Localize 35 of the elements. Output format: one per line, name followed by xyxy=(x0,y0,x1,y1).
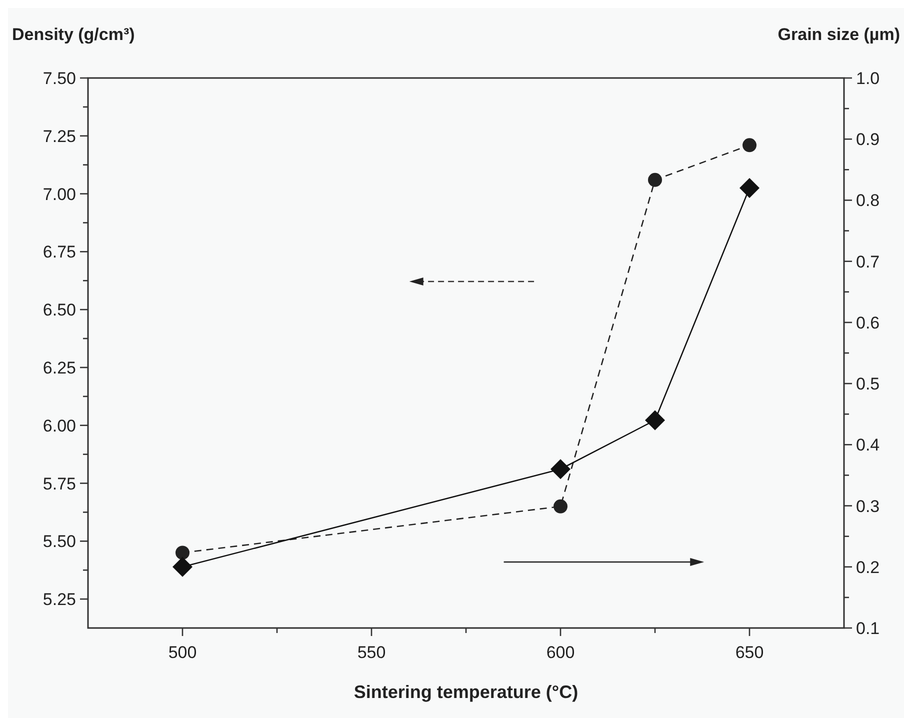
point xyxy=(176,546,190,560)
y-tick-label: 6.00 xyxy=(42,416,76,436)
x-tick-label: 650 xyxy=(735,643,764,662)
y-tick-label: 6.75 xyxy=(42,242,76,262)
y-tick-label: 5.25 xyxy=(42,590,76,610)
y-tick-label: 6.25 xyxy=(42,358,76,378)
y2-tick-label: 0.6 xyxy=(856,313,880,332)
y2-tick-label: 1.0 xyxy=(856,69,880,88)
x-axis-title: Sintering temperature (°C) xyxy=(354,682,578,702)
x-tick-label: 500 xyxy=(168,643,197,662)
y2-tick-label: 0.9 xyxy=(856,130,880,150)
y2-tick-label: 0.3 xyxy=(856,496,880,516)
y2-tick-label: 0.8 xyxy=(856,191,880,210)
y2-axis-title: Grain size (µm) xyxy=(778,25,900,44)
y-tick-label: 5.50 xyxy=(42,532,76,552)
point xyxy=(742,138,756,152)
y-tick-label: 5.75 xyxy=(42,474,76,494)
point xyxy=(550,459,570,480)
y2-tick-label: 0.4 xyxy=(856,436,880,455)
x-tick-label: 550 xyxy=(357,643,386,662)
y-axis-title: Density (g/cm³) xyxy=(12,25,135,44)
y-tick-label: 6.50 xyxy=(42,300,76,320)
y2-tick-label: 0.5 xyxy=(856,374,880,394)
point xyxy=(740,178,760,198)
point xyxy=(645,410,665,430)
point xyxy=(648,172,662,187)
y-tick-label: 7.25 xyxy=(42,126,76,146)
point xyxy=(172,556,192,577)
y2-tick-label: 0.2 xyxy=(856,558,880,577)
y-tick-label: 7.50 xyxy=(42,69,76,88)
x-tick-label: 600 xyxy=(546,643,575,662)
point xyxy=(554,499,568,514)
y-tick-label: 7.00 xyxy=(42,184,76,204)
y2-tick-label: 0.1 xyxy=(856,619,880,638)
y2-tick-label: 0.7 xyxy=(856,252,880,272)
